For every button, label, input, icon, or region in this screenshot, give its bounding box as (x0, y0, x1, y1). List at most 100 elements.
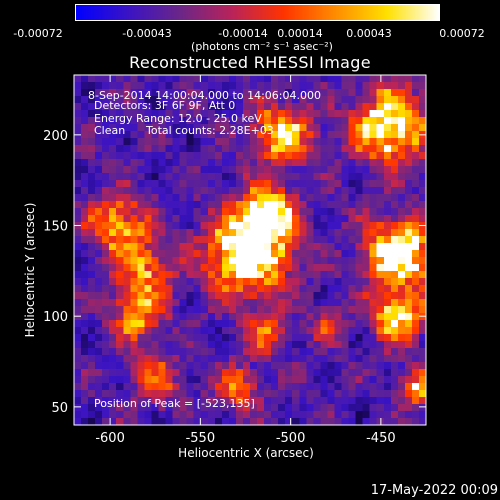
heatmap-cell (95, 348, 103, 356)
heatmap-cell (418, 159, 427, 167)
heatmap-cell (285, 404, 293, 412)
x-tick-label: -450 (366, 431, 396, 446)
heatmap-cell (418, 208, 427, 216)
heatmap-cell (165, 341, 173, 349)
heatmap-cell (151, 390, 159, 398)
colorbar-tick-label: -0.00043 (122, 27, 172, 40)
heatmap-cell (123, 110, 131, 118)
heatmap-cell (221, 341, 230, 349)
heatmap-cell (214, 131, 223, 139)
heatmap-cell (327, 383, 335, 391)
heatmap-cell (271, 180, 279, 188)
heatmap-cell (278, 173, 286, 181)
heatmap-cell (383, 201, 392, 209)
heatmap-cell (299, 348, 307, 356)
heatmap-cell (257, 89, 265, 97)
heatmap-cell (172, 124, 180, 132)
heatmap-cell (418, 348, 427, 356)
heatmap-cell (81, 271, 89, 279)
heatmap-cell (418, 138, 427, 146)
heatmap-cell (130, 299, 138, 307)
heatmap-cell (285, 264, 293, 272)
heatmap-cell (369, 320, 378, 328)
heatmap-cell (292, 313, 300, 321)
heatmap-cell (151, 159, 159, 167)
heatmap-cell (130, 145, 138, 153)
heatmap-cell (285, 187, 293, 195)
heatmap-cell (130, 89, 138, 97)
heatmap-cell (369, 187, 378, 195)
heatmap-cell (179, 264, 188, 272)
heatmap-cell (390, 173, 399, 181)
heatmap-cell (306, 341, 314, 349)
heatmap-cell (264, 166, 272, 174)
heatmap-cell (313, 103, 321, 111)
heatmap-cell (271, 215, 279, 223)
heatmap-cell (158, 201, 166, 209)
heatmap-cell (306, 82, 314, 90)
heatmap-cell (327, 257, 335, 265)
heatmap-cell (144, 383, 152, 391)
heatmap-cell (214, 208, 223, 216)
heatmap-cell (348, 103, 356, 111)
heatmap-cell (193, 376, 202, 384)
heatmap-cell (81, 320, 89, 328)
heatmap-cell (116, 180, 124, 188)
heatmap-cell (369, 117, 378, 125)
heatmap-cell (278, 292, 286, 300)
heatmap-cell (116, 306, 124, 314)
heatmap-cell (411, 103, 420, 111)
heatmap-cell (221, 96, 230, 104)
heatmap-cell (383, 152, 392, 160)
heatmap-cell (390, 383, 399, 391)
heatmap-cell (137, 257, 145, 265)
heatmap-cell (390, 341, 399, 349)
heatmap-cell (348, 96, 356, 104)
heatmap-cell (257, 187, 265, 195)
heatmap-cell (411, 355, 420, 363)
heatmap-cell (214, 306, 223, 314)
heatmap-cell (390, 201, 399, 209)
heatmap-cell (383, 278, 392, 286)
heatmap-cell (116, 82, 124, 90)
heatmap-cell (397, 264, 406, 272)
heatmap-cell (116, 362, 124, 370)
heatmap-cell (404, 236, 413, 244)
heatmap-cell (285, 362, 293, 370)
heatmap-cell (137, 306, 145, 314)
heatmap-cell (221, 257, 230, 265)
heatmap-cell (214, 404, 223, 412)
heatmap-cell (193, 82, 202, 90)
heatmap-cell (278, 166, 286, 174)
heatmap-cell (376, 222, 385, 230)
heatmap-cell (278, 75, 286, 83)
heatmap-cell (88, 166, 96, 174)
heatmap-cell (341, 250, 349, 258)
heatmap-cell (271, 194, 279, 202)
heatmap-cell (130, 369, 138, 377)
heatmap-cell (390, 138, 399, 146)
heatmap-cell (207, 131, 216, 139)
heatmap-cell (193, 320, 202, 328)
heatmap-cell (200, 89, 209, 97)
heatmap-cell (383, 271, 392, 279)
heatmap-cell (369, 110, 378, 118)
heatmap-cell (242, 418, 251, 426)
heatmap-cell (130, 376, 138, 384)
heatmap-cell (123, 201, 131, 209)
heatmap-cell (235, 348, 244, 356)
heatmap-cell (285, 180, 293, 188)
heatmap-cell (264, 250, 272, 258)
heatmap-cell (383, 327, 392, 335)
heatmap-cell (228, 390, 237, 398)
heatmap-cell (235, 138, 244, 146)
heatmap-cell (242, 229, 251, 237)
heatmap-cell (207, 82, 216, 90)
heatmap-cell (179, 194, 188, 202)
heatmap-cell (144, 250, 152, 258)
heatmap-cell (376, 124, 385, 132)
heatmap-cell (74, 397, 82, 405)
heatmap-cell (88, 82, 96, 90)
heatmap-cell (404, 362, 413, 370)
heatmap-cell (383, 341, 392, 349)
